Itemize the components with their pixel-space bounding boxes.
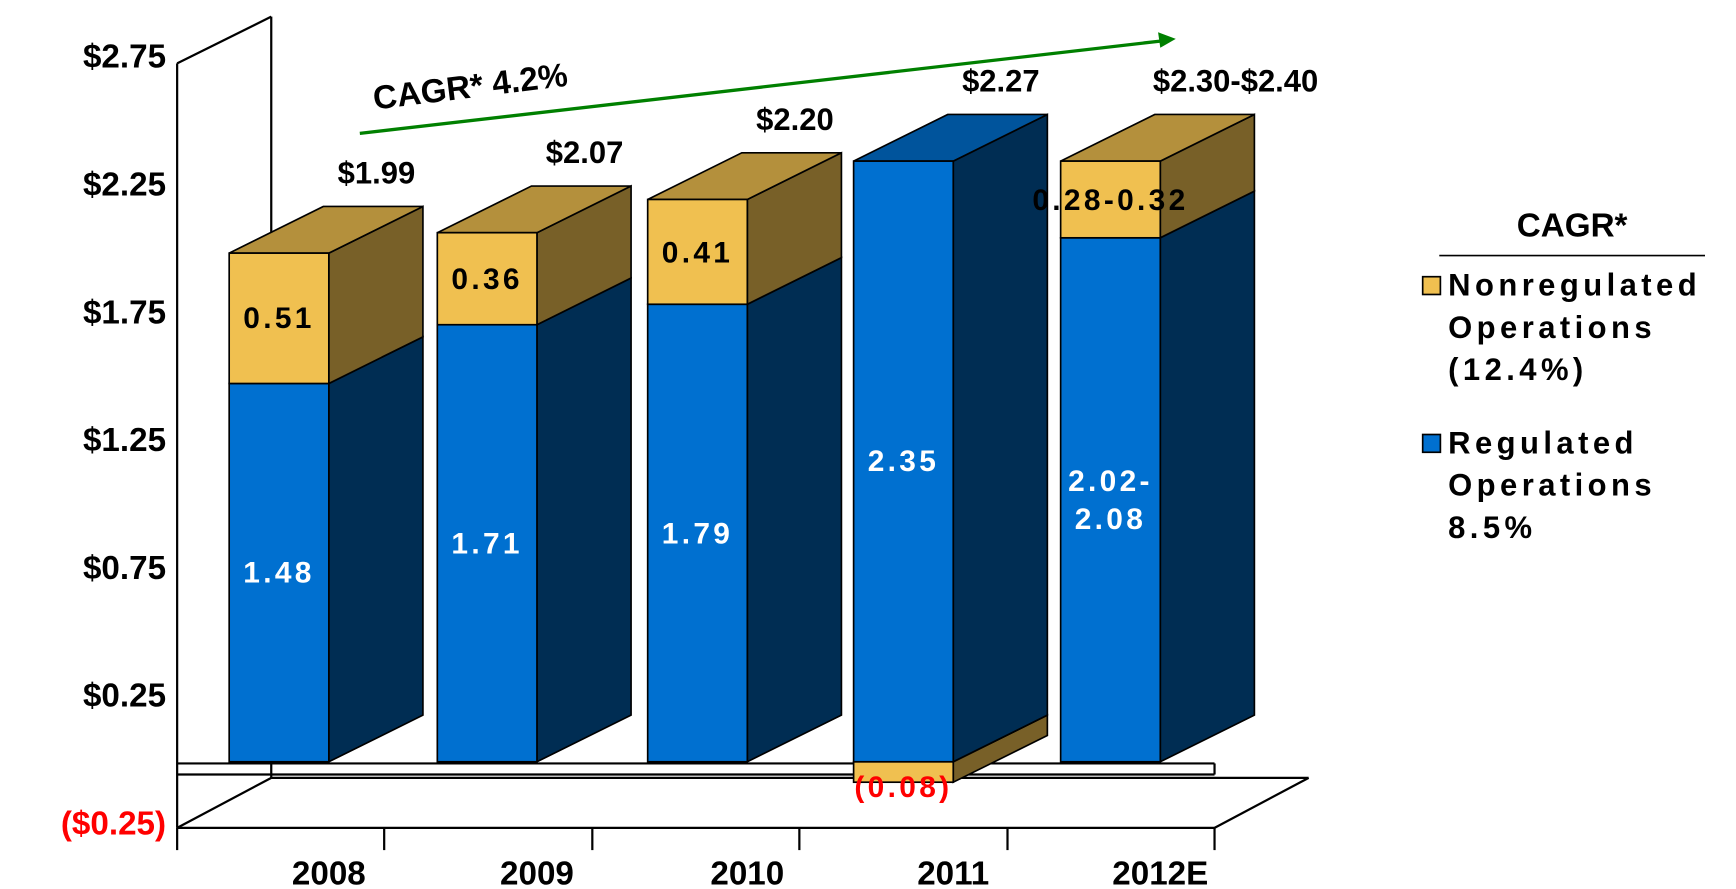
segment-label: 0.51 [243,301,315,335]
legend-title: CAGR* [1517,208,1628,245]
cagr-annotation: CAGR* 4.2% [371,57,570,118]
legend-label-box: Regulated Operations 8.5% [1448,425,1657,545]
y-tick-label: $1.75 [83,294,166,331]
x-tick-label: 2009 [500,855,574,889]
legend-label: Regulated Operations 8.5% [1448,425,1657,545]
bar [436,323,538,763]
legend-swatch [1421,433,1442,454]
total-label: $2.07 [546,135,624,170]
segment-label: 1.79 [661,516,734,550]
segment-label: (0.08) [854,769,953,803]
x-tick-label: 2010 [710,855,784,889]
x-tick-label: 2008 [292,855,366,889]
bar [646,198,749,306]
segment-label-box: 1.79 [661,516,734,550]
segment-label: 0.41 [661,235,734,269]
segment-label-box: 0.41 [661,235,734,269]
total-label: $2.27 [962,64,1040,99]
segment-label: 1.48 [243,555,315,590]
total-label: $2.20 [756,102,834,137]
segment-label-box: 1.48 [243,555,315,590]
segment-label-box: 0.51 [243,301,315,335]
segment-label: 0.36 [451,262,523,296]
segment-label-box: 0.36 [451,262,523,296]
legend-label: Nonregulated Operations (12.4%) [1448,267,1702,387]
total-label: $1.99 [338,156,416,191]
bar [228,382,330,763]
segment-label: 2.02-2.08 [1068,464,1153,536]
y-tick-label: $1.25 [83,422,166,459]
frame [176,15,1310,851]
bar-side [327,335,424,764]
y-tick-label: $2.75 [83,39,166,76]
bar [852,160,955,763]
total-label: $2.30-$2.40 [1153,64,1318,99]
segment-label-box: 2.35 [867,444,940,479]
y-tick-label: ($0.25) [61,805,166,842]
segment-label-box: 2.02-2.08 [1068,464,1153,536]
bar [228,252,330,385]
legend-label-box: Nonregulated Operations (12.4%) [1448,267,1702,387]
cagr-arrow [359,32,1176,136]
segment-label-box: 0.28-0.32 [1032,182,1189,217]
x-tick-label: 2011 [917,855,989,889]
bar [1059,236,1162,763]
segment-label: 2.35 [867,444,940,479]
segment-label-box: (0.08) [854,769,953,803]
bar-side [746,256,843,764]
segment-label: 1.71 [451,526,523,560]
segment-label-box: 1.71 [451,526,523,560]
y-tick-label: $0.25 [83,678,166,715]
legend-swatch [1421,275,1442,296]
y-tick-label: $0.75 [83,550,166,587]
bar-side [536,276,632,764]
bar [436,231,538,326]
segment-label: 0.28-0.32 [1032,182,1189,217]
bar [646,303,749,763]
x-tick-label: 2012E [1112,855,1208,889]
y-tick-label: $2.25 [83,166,166,203]
bar [1059,160,1162,239]
